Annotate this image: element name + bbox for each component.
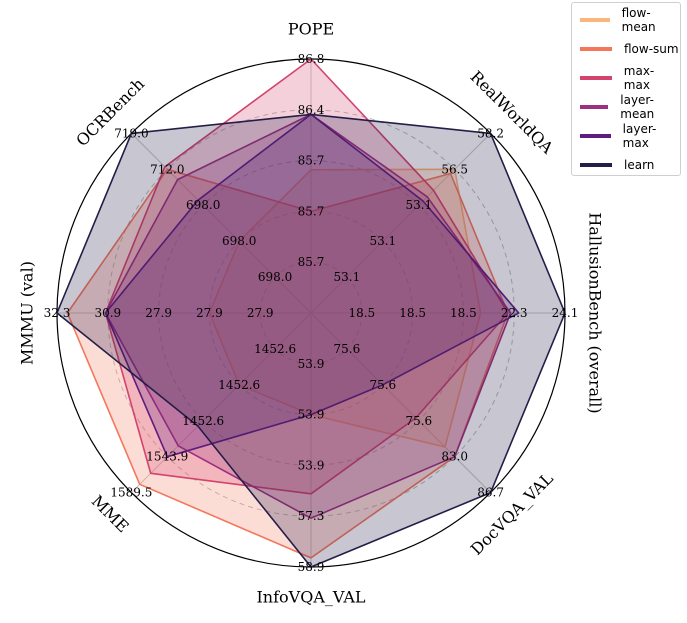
tick-label: 27.9 xyxy=(145,306,172,320)
tick-label: 75.6 xyxy=(334,342,361,356)
tick-label: 56.5 xyxy=(441,162,468,176)
tick-label: 30.9 xyxy=(94,306,121,320)
tick-label: 53.1 xyxy=(369,234,396,248)
series-layer-max xyxy=(104,113,520,458)
tick-label: 86.7 xyxy=(477,486,504,500)
tick-label: 22.3 xyxy=(501,306,528,320)
spoke-7 xyxy=(131,133,312,314)
tick-label: 57.3 xyxy=(298,509,325,523)
tick-label: 1452.6 xyxy=(218,378,260,392)
tick-label: 85.7 xyxy=(298,255,325,269)
tick-label: 698.0 xyxy=(222,234,256,248)
tick-label: 27.9 xyxy=(196,306,223,320)
tick-label: 53.9 xyxy=(298,408,325,422)
legend-swatch xyxy=(580,134,611,138)
tick-label: 53.1 xyxy=(334,270,361,284)
series-flow-sum xyxy=(66,168,509,559)
legend-swatch xyxy=(580,18,610,22)
legend-item: learn xyxy=(580,154,654,176)
tick-label: 1452.6 xyxy=(182,414,224,428)
legend-label: flow-sum xyxy=(624,42,679,56)
legend-label: learn xyxy=(624,158,655,172)
spoke-1 xyxy=(310,133,491,314)
spoke-3 xyxy=(310,312,491,493)
legend: flow-mean flow-sum max-max layer-mean layer-… xyxy=(571,2,681,176)
spoke-5 xyxy=(131,312,312,493)
legend-swatch xyxy=(580,163,612,167)
tick-label: 18.5 xyxy=(348,306,375,320)
tick-label: 18.5 xyxy=(450,306,477,320)
legend-item: flow-sum xyxy=(580,38,679,60)
tick-label: 75.6 xyxy=(405,414,432,428)
tick-label: 719.0 xyxy=(114,126,148,140)
tick-label: 86.8 xyxy=(298,52,325,66)
tick-label: 53.9 xyxy=(298,357,325,371)
legend-swatch xyxy=(580,105,609,109)
tick-label: 83.0 xyxy=(441,450,468,464)
tick-label: 53.1 xyxy=(405,198,432,212)
tick-label: 27.9 xyxy=(247,306,274,320)
axis-label: HallusionBench (overall) xyxy=(586,212,605,413)
tick-label: 85.7 xyxy=(298,204,325,218)
axis-label: MMMU (val) xyxy=(18,261,37,365)
legend-item: layer-max xyxy=(580,122,680,150)
tick-label: 53.9 xyxy=(298,458,325,472)
legend-swatch xyxy=(580,47,612,51)
legend-label: layer-max xyxy=(622,122,657,150)
tick-label: 75.6 xyxy=(369,378,396,392)
legend-label: max-max xyxy=(623,64,655,92)
axis-label: InfoVQA_VAL xyxy=(256,588,365,607)
series-layer-mean xyxy=(104,113,512,520)
series-learn xyxy=(56,113,566,568)
legend-label: layer-mean xyxy=(620,93,655,121)
legend-label: flow-mean xyxy=(621,6,656,34)
series-max-max xyxy=(104,58,509,495)
tick-label: 1589.5 xyxy=(110,486,152,500)
tick-label: 32.3 xyxy=(44,306,71,320)
legend-item: layer-mean xyxy=(580,93,680,121)
tick-label: 85.7 xyxy=(298,154,325,168)
legend-item: max-max xyxy=(580,64,680,92)
tick-label: 1452.6 xyxy=(254,342,296,356)
tick-label: 698.0 xyxy=(258,270,292,284)
axis-label: POPE xyxy=(288,20,334,39)
tick-label: 58.9 xyxy=(298,560,325,574)
tick-label: 86.4 xyxy=(298,103,325,117)
tick-label: 24.1 xyxy=(552,306,579,320)
tick-label: 712.0 xyxy=(150,162,184,176)
tick-label: 1543.9 xyxy=(146,450,188,464)
legend-swatch xyxy=(580,76,612,80)
tick-label: 18.5 xyxy=(399,306,426,320)
tick-label: 58.2 xyxy=(477,126,504,140)
legend-item: flow-mean xyxy=(580,6,680,34)
tick-label: 698.0 xyxy=(186,198,220,212)
